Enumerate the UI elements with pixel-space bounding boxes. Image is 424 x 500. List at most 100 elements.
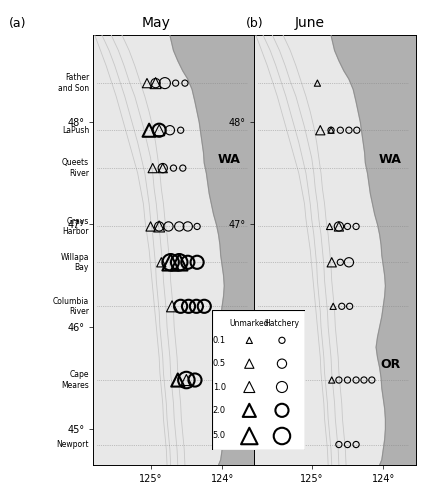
Text: 0.5: 0.5 <box>213 359 226 368</box>
Point <box>176 258 183 266</box>
Point <box>337 126 344 134</box>
Point <box>170 164 177 172</box>
Point <box>335 440 342 448</box>
Point <box>183 376 190 384</box>
Point <box>149 164 156 172</box>
Point <box>353 222 360 230</box>
Text: (a): (a) <box>8 17 26 30</box>
Point <box>158 258 165 266</box>
Point <box>147 222 154 230</box>
Point <box>335 376 342 384</box>
Point <box>185 302 192 310</box>
Polygon shape <box>170 35 254 465</box>
Point <box>184 222 191 230</box>
Text: Columbia
River: Columbia River <box>53 296 89 316</box>
Point <box>169 302 176 310</box>
Point <box>337 258 344 266</box>
Point <box>317 126 324 134</box>
Point <box>353 376 360 384</box>
Point <box>246 360 253 368</box>
Point <box>279 406 285 414</box>
Point <box>172 79 179 87</box>
Text: 0.1: 0.1 <box>213 336 226 345</box>
Point <box>328 376 335 384</box>
Point <box>344 440 351 448</box>
Point <box>152 79 159 87</box>
Point <box>201 302 208 310</box>
Point <box>338 302 345 310</box>
Point <box>146 126 153 134</box>
Point <box>179 164 186 172</box>
Text: 2.0: 2.0 <box>213 406 226 415</box>
Point <box>346 258 352 266</box>
Point <box>335 222 342 230</box>
Text: Hatchery: Hatchery <box>265 320 299 328</box>
Point <box>167 258 174 266</box>
Point <box>346 126 352 134</box>
Point <box>353 440 360 448</box>
Point <box>328 258 335 266</box>
Point <box>360 376 367 384</box>
Point <box>152 79 159 87</box>
Point <box>335 222 342 230</box>
Polygon shape <box>331 35 416 465</box>
Point <box>279 432 285 440</box>
Point <box>156 222 162 230</box>
Point <box>156 126 162 134</box>
Point <box>326 222 333 230</box>
Point <box>279 336 285 344</box>
Point <box>156 222 162 230</box>
Text: Willapa
Bay: Willapa Bay <box>61 252 89 272</box>
Point <box>344 222 351 230</box>
Point <box>279 383 285 391</box>
Text: Father
and Son: Father and Son <box>58 74 89 93</box>
Point <box>279 360 285 368</box>
Point <box>354 126 360 134</box>
Text: Unmarked: Unmarked <box>229 320 269 328</box>
Point <box>330 302 337 310</box>
Point <box>368 376 375 384</box>
Point <box>177 126 184 134</box>
Point <box>328 126 335 134</box>
Point <box>167 258 174 266</box>
Point <box>176 222 183 230</box>
Point <box>181 79 188 87</box>
Point <box>144 79 151 87</box>
Point <box>156 126 162 134</box>
Point <box>194 222 201 230</box>
Point <box>176 258 183 266</box>
Text: OR: OR <box>380 358 401 370</box>
Point <box>177 302 184 310</box>
Text: May: May <box>142 16 170 30</box>
Point <box>174 376 181 384</box>
Text: WA: WA <box>218 153 241 166</box>
Point <box>314 79 321 87</box>
Point <box>162 79 168 87</box>
Point <box>192 376 198 384</box>
Point <box>346 302 353 310</box>
Point <box>246 406 253 414</box>
Point <box>159 164 166 172</box>
Text: Grays
Harbor: Grays Harbor <box>62 217 89 236</box>
Text: June: June <box>295 16 325 30</box>
Text: LaPush: LaPush <box>62 126 89 134</box>
Text: Newport: Newport <box>56 440 89 449</box>
Point <box>328 126 335 134</box>
Point <box>159 164 166 172</box>
Text: 5.0: 5.0 <box>213 432 226 440</box>
Text: (b): (b) <box>246 17 264 30</box>
Point <box>246 383 253 391</box>
Point <box>167 126 173 134</box>
Point <box>184 258 191 266</box>
Point <box>193 302 200 310</box>
Text: WA: WA <box>379 153 402 166</box>
Point <box>246 336 253 344</box>
Text: Cape
Meares: Cape Meares <box>61 370 89 390</box>
FancyBboxPatch shape <box>212 310 305 450</box>
Text: 1.0: 1.0 <box>213 382 226 392</box>
Point <box>246 432 253 440</box>
Point <box>183 376 190 384</box>
Point <box>165 222 172 230</box>
Text: Queets
River: Queets River <box>62 158 89 178</box>
Point <box>194 258 201 266</box>
